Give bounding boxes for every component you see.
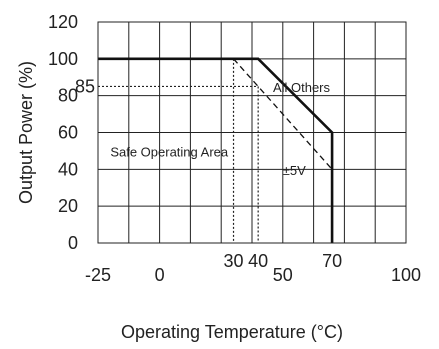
y-tick-label: 85	[75, 76, 95, 96]
x-axis-title: Operating Temperature (°C)	[121, 322, 343, 342]
annotation-label: Safe Operating Area	[110, 144, 229, 159]
y-tick-label: 60	[58, 123, 78, 143]
y-tick-labels: 0 20 40 60 80 100 120 85	[48, 12, 95, 253]
x-tick-label: 0	[155, 265, 165, 285]
annotations: Safe Operating Area All Others ±5V	[110, 80, 330, 178]
y-tick-label: 20	[58, 196, 78, 216]
x-tick-label: 40	[248, 251, 268, 271]
y-axis-title: Output Power (%)	[16, 61, 36, 204]
series-line	[98, 57, 334, 243]
x-tick-label: 100	[391, 265, 421, 285]
reference-lines	[98, 58, 259, 243]
y-tick-label: 120	[48, 12, 78, 32]
grid	[98, 22, 406, 243]
x-tick-labels: -25 0 50 100 30 40 70	[85, 251, 421, 285]
y-tick-label: 0	[68, 233, 78, 253]
series-lines	[98, 57, 334, 243]
x-tick-label: 50	[273, 265, 293, 285]
x-tick-label: 30	[224, 251, 244, 271]
y-tick-label: 80	[58, 86, 78, 106]
y-tick-label: 40	[58, 159, 78, 179]
x-tick-label: -25	[85, 265, 111, 285]
annotation-label: ±5V	[283, 163, 306, 178]
y-tick-label: 100	[48, 49, 78, 69]
annotation-label: All Others	[273, 80, 331, 95]
plot-frame	[97, 21, 407, 244]
x-tick-label: 70	[322, 251, 342, 271]
